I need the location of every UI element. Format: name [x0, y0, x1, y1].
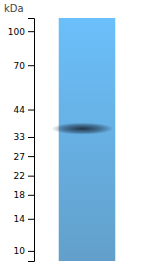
y-tick: 70 — [14, 61, 34, 71]
y-tick: 44 — [14, 105, 34, 115]
y-tick-mark — [28, 110, 34, 111]
chart: 100 70 44 33 27 22 18 14 10 kDa — [0, 0, 150, 267]
y-tick: 18 — [14, 190, 34, 200]
y-tick-label: 27 — [14, 151, 25, 161]
y-tick: 33 — [14, 132, 34, 142]
y-tick-label: 100 — [8, 27, 25, 37]
band — [51, 123, 113, 135]
y-tick-label: 44 — [14, 105, 26, 115]
y-tick: 10 — [14, 246, 34, 256]
y-tick-mark — [28, 137, 34, 138]
y-tick-mark — [28, 31, 34, 32]
y-tick-mark — [28, 195, 34, 196]
marks — [51, 18, 115, 261]
plot: 100 70 44 33 27 22 18 14 10 — [8, 18, 115, 262]
y-tick-label: 18 — [14, 190, 26, 200]
y-tick: 100 — [8, 27, 34, 37]
y-tick-mark — [28, 219, 34, 220]
y-axis: 100 70 44 33 27 22 18 14 10 — [8, 19, 35, 262]
lane — [59, 18, 116, 261]
y-tick-label: 10 — [14, 246, 26, 256]
y-tick-label: 14 — [14, 214, 26, 224]
y-tick-mark — [28, 176, 34, 177]
y-axis-line — [28, 19, 35, 262]
y-tick: 27 — [14, 151, 34, 161]
y-tick-label: 70 — [14, 61, 26, 71]
y-tick-label: 22 — [14, 171, 25, 181]
y-axis-title: kDa — [4, 3, 24, 14]
y-tick: 22 — [14, 171, 34, 181]
y-tick: 14 — [14, 214, 34, 224]
y-tick-mark — [28, 65, 34, 66]
y-tick-mark — [28, 251, 34, 252]
y-tick-mark — [28, 156, 34, 157]
y-tick-label: 33 — [14, 132, 25, 142]
